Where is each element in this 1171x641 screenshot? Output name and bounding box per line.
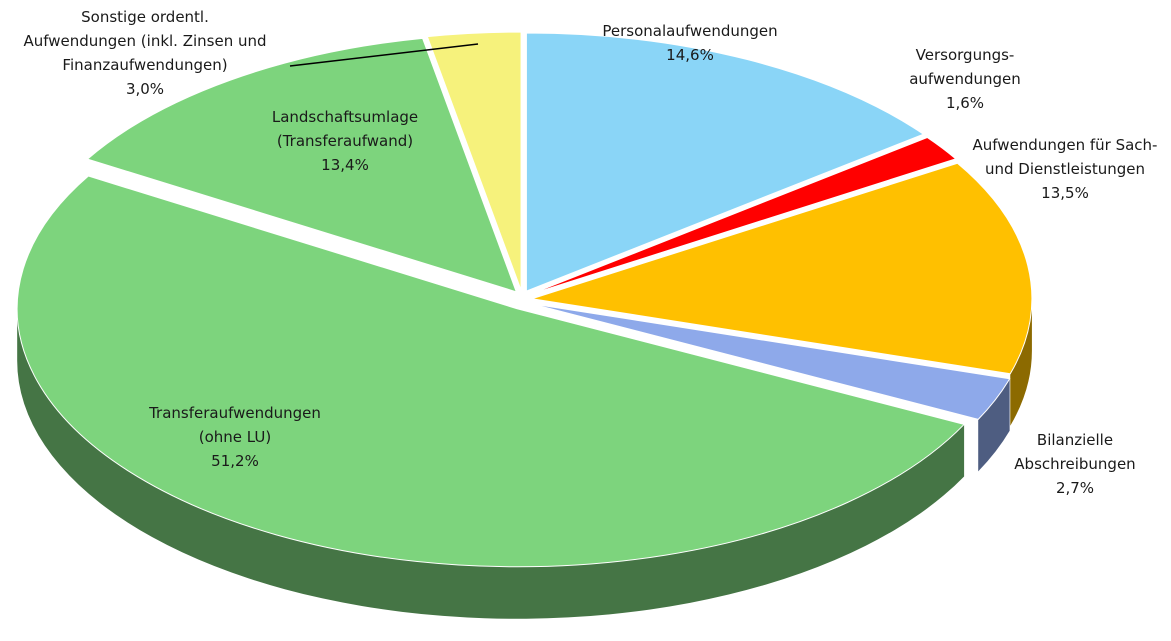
value-label: 51,2% bbox=[211, 452, 259, 470]
slice bbox=[531, 162, 1033, 375]
value-label: 1,6% bbox=[946, 94, 984, 112]
leader-line bbox=[289, 43, 479, 67]
slice-side bbox=[1010, 298, 1032, 426]
value-label: 14,6% bbox=[666, 46, 714, 64]
slice bbox=[531, 303, 1011, 420]
slice bbox=[16, 175, 966, 568]
value-label: 13,4% bbox=[321, 156, 369, 174]
slice bbox=[426, 31, 522, 291]
slice-side bbox=[17, 308, 965, 619]
slice-side bbox=[978, 378, 1010, 472]
slice-walls bbox=[17, 298, 1032, 619]
labels: Personalaufwendungen 14,6% Versorgungs-auf… bbox=[23, 8, 1157, 497]
value-label: 2,7% bbox=[1056, 479, 1094, 497]
slice bbox=[525, 32, 925, 292]
value-label: 3,0% bbox=[126, 80, 164, 98]
value-label: 13,5% bbox=[1041, 184, 1089, 202]
category-label: Transferaufwendungen (ohne LU) bbox=[148, 404, 321, 446]
slice bbox=[86, 37, 518, 293]
category-label: Versorgungs-aufwendungen bbox=[909, 46, 1021, 88]
category-label: Bilanzielle Abschreibungen bbox=[1014, 431, 1135, 473]
category-label: Sonstige ordentl. Aufwendungen (inkl. Zin… bbox=[23, 8, 266, 74]
category-label: Landschaftsumlage (Transferaufwand) bbox=[272, 108, 418, 150]
slice-tops bbox=[16, 31, 1033, 568]
category-label: Aufwendungen für Sach-und Dienstleistung… bbox=[973, 136, 1158, 178]
category-label: Personalaufwendungen bbox=[602, 22, 777, 40]
slice bbox=[530, 136, 957, 295]
